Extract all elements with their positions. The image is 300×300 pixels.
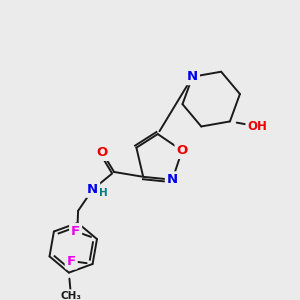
Text: F: F (71, 225, 80, 238)
Text: CH₃: CH₃ (60, 291, 81, 300)
Text: H: H (99, 188, 108, 198)
Text: O: O (97, 146, 108, 159)
Text: N: N (87, 183, 98, 196)
Text: F: F (67, 255, 76, 268)
Text: O: O (176, 144, 188, 157)
Text: N: N (167, 173, 178, 186)
Text: N: N (187, 70, 198, 83)
Text: OH: OH (247, 120, 267, 133)
